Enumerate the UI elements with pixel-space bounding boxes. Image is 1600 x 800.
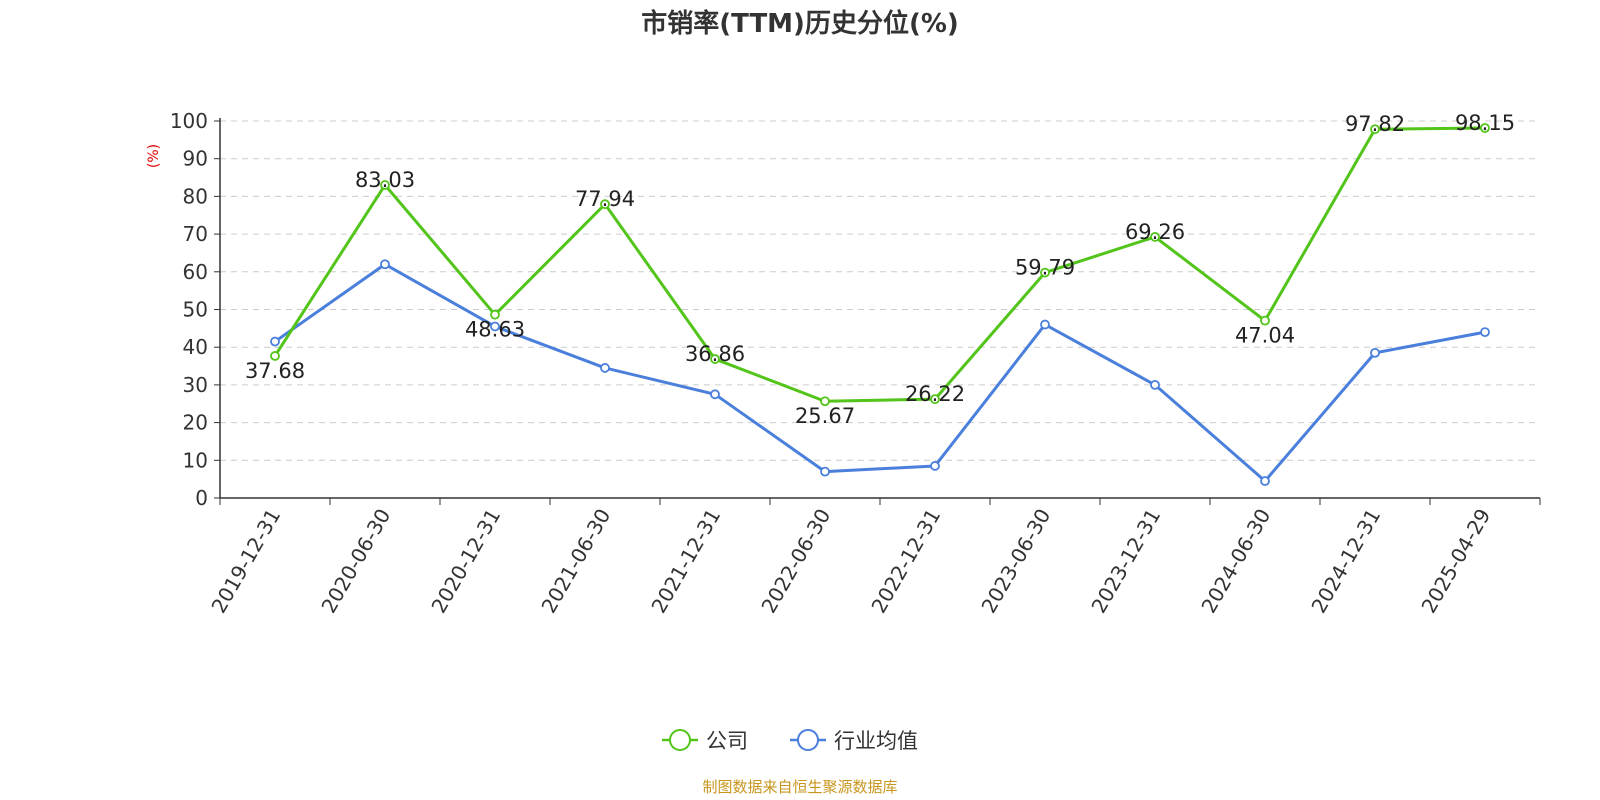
x-tick-label-9: 2024-06-30 bbox=[1196, 505, 1275, 618]
series-1-point-3[interactable] bbox=[600, 363, 610, 373]
series-layer bbox=[270, 123, 1490, 486]
series-0-point-8[interactable] bbox=[1150, 231, 1160, 242]
data-label-6: 26.22 bbox=[905, 382, 965, 406]
series-1-point-4[interactable] bbox=[710, 389, 720, 400]
y-tick-label-10: 10 bbox=[183, 448, 208, 472]
series-1-point-5[interactable] bbox=[820, 466, 830, 477]
legend-marker-0 bbox=[669, 729, 691, 751]
y-tick-label-40: 40 bbox=[183, 335, 208, 359]
series-line-1 bbox=[274, 262, 1486, 483]
data-label-1: 83.03 bbox=[355, 168, 415, 192]
data-label-7: 59.79 bbox=[1015, 256, 1075, 280]
data-label-10: 97.82 bbox=[1345, 112, 1405, 136]
series-0-point-1[interactable] bbox=[380, 180, 390, 190]
series-1-point-8[interactable] bbox=[1150, 379, 1160, 390]
x-tick-label-10: 2024-12-31 bbox=[1306, 505, 1385, 618]
x-tick-label-6: 2022-12-31 bbox=[866, 505, 945, 618]
x-tick-label-4: 2021-12-31 bbox=[646, 505, 725, 618]
legend-item-1[interactable]: 行业均值 bbox=[790, 729, 918, 753]
x-tick-label-7: 2023-06-30 bbox=[976, 505, 1055, 618]
data-label-3: 77.94 bbox=[575, 187, 635, 211]
legend-marker-1 bbox=[797, 729, 819, 751]
series-0-point-3[interactable] bbox=[600, 199, 610, 210]
source-text: 制图数据来自恒生聚源数据库 bbox=[702, 778, 897, 796]
x-tick-label-8: 2023-12-31 bbox=[1086, 505, 1165, 618]
y-tick-label-20: 20 bbox=[183, 411, 208, 435]
series-0-point-10[interactable] bbox=[1370, 124, 1380, 135]
y-tick-label-30: 30 bbox=[183, 373, 208, 397]
x-tick-label-0: 2019-12-31 bbox=[206, 505, 285, 618]
data-label-2: 48.63 bbox=[465, 318, 525, 342]
series-line-0 bbox=[273, 126, 1486, 403]
data-labels: 37.68 83.03 48.63 77.94 36.86 25.67 26.22 59.79… bbox=[245, 111, 1515, 428]
series-1-point-11[interactable] bbox=[1480, 327, 1490, 338]
legend[interactable]: 公司 行业均值 bbox=[662, 729, 918, 753]
data-label-0: 37.68 bbox=[245, 359, 305, 383]
data-label-9: 47.04 bbox=[1235, 324, 1295, 348]
series-1-point-10[interactable] bbox=[1370, 347, 1380, 358]
y-tick-label-60: 60 bbox=[183, 260, 208, 284]
y-tick-label-50: 50 bbox=[183, 298, 208, 322]
legend-label-0: 公司 bbox=[706, 729, 748, 753]
y-tick-label-90: 90 bbox=[183, 147, 208, 171]
x-tick-label-11: 2025-04-29 bbox=[1416, 505, 1495, 618]
x-tick-label-5: 2022-06-30 bbox=[756, 505, 835, 618]
series-1-point-6[interactable] bbox=[930, 461, 940, 471]
grid bbox=[220, 120, 1540, 461]
series-0-point-4[interactable] bbox=[710, 354, 720, 364]
y-axis-label: (%) bbox=[146, 144, 162, 168]
series-0-point-7[interactable] bbox=[1040, 267, 1050, 278]
legend-item-0[interactable]: 公司 bbox=[662, 729, 748, 753]
data-label-11: 98.15 bbox=[1455, 111, 1515, 135]
series-0-point-2[interactable] bbox=[490, 309, 500, 320]
series-0-point-9[interactable] bbox=[1260, 315, 1270, 326]
series-1-point-1[interactable] bbox=[380, 259, 390, 270]
series-0-point-0[interactable] bbox=[270, 351, 280, 361]
series-1-point-0[interactable] bbox=[270, 336, 280, 347]
series-0-point-6[interactable] bbox=[930, 394, 940, 405]
chart-title: 市销率(TTM)历史分位(%) bbox=[641, 8, 959, 39]
y-tick-label-100: 100 bbox=[170, 109, 208, 133]
series-0-point-5[interactable] bbox=[820, 396, 830, 407]
series-1-point-2[interactable] bbox=[490, 321, 500, 332]
y-tick-label-80: 80 bbox=[183, 184, 208, 208]
x-tick-label-3: 2021-06-30 bbox=[536, 505, 615, 618]
x-tick-label-1: 2020-06-30 bbox=[316, 505, 395, 618]
y-tick-label-70: 70 bbox=[183, 222, 208, 246]
data-label-8: 69.26 bbox=[1125, 220, 1185, 244]
y-tick-label-0: 0 bbox=[195, 486, 208, 510]
data-label-4: 36.86 bbox=[685, 342, 745, 366]
series-0-point-11[interactable] bbox=[1480, 123, 1490, 133]
legend-label-1: 行业均值 bbox=[834, 729, 918, 753]
series-1-point-9[interactable] bbox=[1260, 476, 1270, 486]
x-tick-label-2: 2020-12-31 bbox=[426, 505, 505, 618]
data-label-5: 25.67 bbox=[795, 404, 855, 428]
series-1-point-7[interactable] bbox=[1040, 319, 1050, 330]
